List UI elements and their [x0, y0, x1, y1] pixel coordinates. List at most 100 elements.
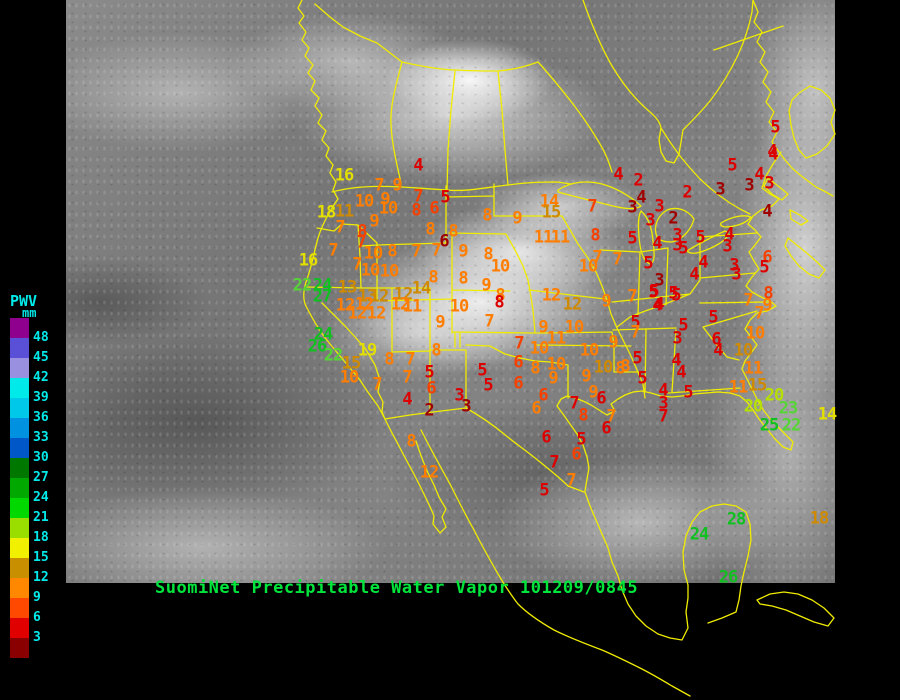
yucatan-peninsula — [682, 503, 752, 624]
station-value: 4 — [652, 295, 662, 316]
station-value: 4 — [754, 164, 764, 185]
canada-bc-borders — [314, 3, 539, 72]
station-value: 11 — [728, 377, 749, 398]
station-value: 8 — [763, 283, 773, 304]
station-value: 3 — [672, 328, 682, 349]
anticosti-island — [789, 209, 809, 226]
legend-color-swatch — [10, 338, 29, 358]
station-value: 9 — [380, 189, 390, 210]
station-value: 3 — [627, 197, 637, 218]
station-value: 4 — [676, 362, 686, 383]
station-value: 10 — [339, 367, 360, 388]
station-value: 7 — [612, 249, 622, 270]
legend-tick-label: 36 — [33, 410, 49, 425]
station-value: 4 — [636, 187, 646, 208]
station-value: 10 — [360, 260, 381, 281]
station-value: 2 — [668, 208, 678, 229]
station-value: 5 — [678, 315, 688, 336]
station-value: 11 — [743, 358, 764, 379]
legend-tick-label: 12 — [33, 570, 49, 585]
station-value: 11 — [550, 227, 571, 248]
station-value: 6 — [538, 385, 548, 406]
lake-ontario — [719, 215, 752, 228]
station-value: 5 — [630, 312, 640, 333]
station-value: 9 — [392, 175, 402, 196]
station-value: 6 — [513, 352, 523, 373]
station-value: 7 — [402, 367, 412, 388]
station-value: 5 — [643, 253, 653, 274]
station-value: 4 — [671, 350, 681, 371]
station-value: 8 — [530, 358, 540, 379]
coastline-labrador — [752, 0, 834, 197]
station-value: 8 — [448, 221, 458, 242]
station-value: 8 — [428, 267, 438, 288]
station-value: 24 — [689, 524, 710, 545]
station-value: 9 — [548, 368, 558, 389]
station-value: 7 — [372, 374, 382, 395]
station-value: 10 — [578, 256, 599, 277]
station-value: 20 — [764, 385, 785, 406]
station-value: 5 — [483, 375, 493, 396]
station-value: 9 — [581, 366, 591, 387]
coastline-west — [297, 0, 386, 420]
station-value: 7 — [549, 452, 559, 473]
station-value: 6 — [571, 444, 581, 465]
station-value: 3 — [672, 235, 682, 256]
station-value: 7 — [592, 247, 602, 268]
station-value: 10 — [579, 340, 600, 361]
station-value: 7 — [335, 217, 345, 238]
state-borders-plains — [445, 183, 646, 399]
coastline-mexico-pacific — [420, 429, 691, 697]
station-value: 3 — [454, 385, 464, 406]
station-value: 12 — [562, 294, 583, 315]
hudson-bay — [582, 0, 754, 164]
legend-color-swatch — [10, 598, 29, 618]
station-value: 12 — [393, 284, 414, 305]
legend-tick-label: 30 — [33, 450, 49, 465]
station-value: 7 — [566, 470, 576, 491]
station-value: 8 — [406, 431, 416, 452]
station-value: 8 — [357, 221, 367, 242]
station-value: 7 — [484, 311, 494, 332]
station-value: 3 — [654, 270, 664, 291]
canada-ab-sk-border — [446, 70, 456, 191]
station-value: 12 — [541, 285, 562, 306]
legend-tick-label: 15 — [33, 550, 49, 565]
station-value: 5 — [440, 187, 450, 208]
station-value: 25 — [759, 415, 780, 436]
legend-tick-label: 48 — [33, 330, 49, 345]
station-value: 4 — [698, 252, 708, 273]
station-value: 9 — [762, 295, 772, 316]
station-value: 7 — [658, 406, 668, 427]
legend-color-swatch — [10, 558, 29, 578]
station-value: 8 — [615, 358, 625, 379]
station-value: 4 — [768, 144, 778, 165]
station-value: 11 — [402, 296, 423, 317]
station-value: 7 — [405, 349, 415, 370]
station-value: 15 — [747, 375, 768, 396]
station-value: 7 — [754, 303, 764, 324]
station-value: 26 — [307, 336, 328, 357]
legend-tick-label: 18 — [33, 530, 49, 545]
station-value: 5 — [632, 348, 642, 369]
legend-color-swatch — [10, 518, 29, 538]
coastline-east-gulf — [556, 151, 794, 492]
station-value: 6 — [541, 427, 551, 448]
station-value: 4 — [652, 233, 662, 254]
station-value: 3 — [731, 264, 741, 285]
station-value: 10 — [593, 357, 614, 378]
station-value: 12 — [390, 294, 411, 315]
legend-color-swatch — [10, 498, 29, 518]
station-value: 7 — [587, 196, 597, 217]
station-value: 12 — [369, 286, 390, 307]
station-value: 9 — [601, 291, 611, 312]
station-value: 9 — [435, 312, 445, 333]
station-value: 6 — [439, 231, 449, 252]
station-value: 4 — [658, 380, 668, 401]
lake-erie — [686, 230, 729, 254]
station-value: 5 — [627, 228, 637, 249]
station-value: 5 — [649, 281, 659, 302]
legend-tick-label: 3 — [33, 630, 41, 645]
station-value: 4 — [654, 294, 664, 315]
station-value: 5 — [759, 257, 769, 278]
